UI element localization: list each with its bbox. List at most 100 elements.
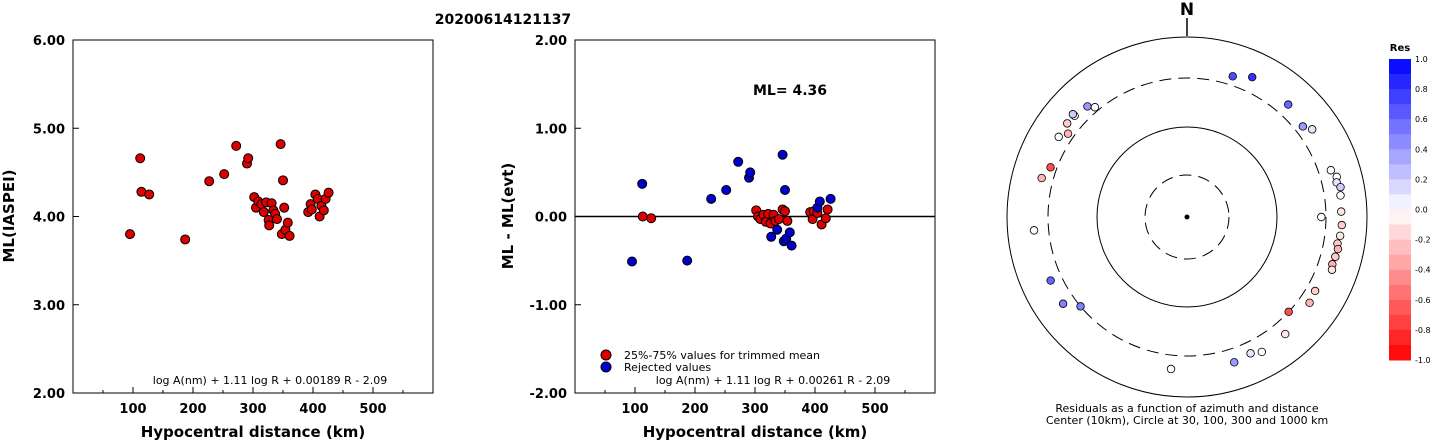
legend-trimmed-marker bbox=[600, 349, 612, 361]
distance-ring-30km bbox=[1144, 174, 1230, 260]
polar-caption-line1: Residuals as a function of azimuth and d… bbox=[1055, 402, 1318, 415]
ml-iaspei-points bbox=[125, 139, 334, 245]
ml-iaspei-data-point bbox=[243, 153, 254, 164]
legend-rejected-label: Rejected values bbox=[624, 361, 711, 374]
colorbar-swatch bbox=[1389, 239, 1411, 256]
ml-residual-y-tick-label: -1.00 bbox=[530, 299, 567, 314]
epicenter-marker bbox=[1184, 214, 1190, 220]
ml-residual-data-point bbox=[766, 231, 777, 242]
ml-iaspei-data-point bbox=[180, 234, 191, 245]
ml-iaspei-data-point bbox=[278, 175, 288, 186]
ml-iaspei-data-point bbox=[282, 217, 293, 228]
colorbar-tick-label: 0.8 bbox=[1415, 85, 1428, 94]
ml-residual-annotation: log A(nm) + 1.11 log R + 0.00261 R - 2.0… bbox=[656, 374, 890, 387]
colorbar-tick-label: 0.4 bbox=[1415, 145, 1428, 154]
ml-iaspei-data-point bbox=[264, 220, 275, 231]
ml-iaspei-data-point bbox=[306, 204, 317, 215]
ml-residual-data-point bbox=[682, 255, 693, 266]
station-residual-point bbox=[1166, 364, 1176, 374]
ml-residual-x-tick-label: 400 bbox=[801, 402, 828, 417]
station-residual-point bbox=[1090, 103, 1100, 112]
station-residual-point bbox=[1068, 110, 1078, 119]
ml-residual-panel: 100 200 300 400 500 -2.00 -1.00 0.00 1.00 2.00 ML… bbox=[499, 34, 936, 441]
ml-iaspei-x-tick-label: 100 bbox=[119, 402, 146, 417]
ml-iaspei-y-tick-label: 3.00 bbox=[33, 299, 65, 314]
station-residual-point bbox=[1058, 299, 1068, 308]
station-residual-point bbox=[1063, 129, 1073, 138]
ml-iaspei-annotation: log A(nm) + 1.11 log R + 0.00189 R - 2.0… bbox=[153, 374, 387, 387]
ml-residual-x-tick-label: 500 bbox=[861, 402, 888, 417]
ml-residual-ticks: 100 200 300 400 500 -2.00 -1.00 0.00 1.00 2.00 bbox=[530, 34, 906, 417]
ml-residual-y-tick-label: 0.00 bbox=[535, 211, 567, 226]
ml-iaspei-data-point bbox=[275, 139, 286, 150]
ml-iaspei-data-point bbox=[231, 140, 242, 151]
ml-residual-data-point bbox=[721, 185, 732, 196]
colorbar-swatch bbox=[1389, 329, 1411, 346]
station-residual-point bbox=[1054, 132, 1063, 142]
polar-caption-line2: Center (10km), Circle at 30, 100, 300 an… bbox=[1046, 414, 1328, 427]
ml-residual-data-point bbox=[825, 193, 836, 204]
ml-residual-data-point bbox=[780, 185, 790, 196]
ml-iaspei-x-axis-label: Hypocentral distance (km) bbox=[141, 423, 366, 441]
ml-iaspei-y-tick-label: 6.00 bbox=[33, 34, 65, 49]
ml-residual-data-point bbox=[822, 204, 833, 215]
ml-residual-data-point bbox=[637, 178, 648, 189]
station-residual-point bbox=[1305, 298, 1314, 308]
ml-residual-data-point bbox=[772, 224, 783, 235]
ml-residual-y-axis-label: ML - ML(evt) bbox=[499, 163, 517, 269]
colorbar-tick-label: 0.2 bbox=[1415, 175, 1428, 184]
ml-residual-data-point bbox=[774, 214, 784, 225]
distance-ring-300km bbox=[1047, 77, 1327, 357]
ml-iaspei-plot-frame bbox=[72, 39, 434, 394]
colorbar-tick-label: 0.6 bbox=[1415, 115, 1428, 124]
ml-residual-data-point bbox=[733, 156, 744, 167]
ml-iaspei-data-point bbox=[125, 229, 135, 240]
station-residual-point bbox=[1230, 358, 1239, 367]
station-residual-point bbox=[1327, 265, 1337, 274]
colorbar-swatch bbox=[1389, 179, 1411, 195]
ml-residual-data-point bbox=[706, 193, 717, 204]
colorbar-swatch bbox=[1389, 254, 1411, 271]
distance-ring-1000km bbox=[1006, 36, 1368, 398]
ml-residual-data-point bbox=[627, 256, 637, 267]
ml-residual-data-point bbox=[820, 213, 831, 224]
colorbar-tick-label: -0.6 bbox=[1415, 296, 1431, 305]
ml-residual-x-tick-label: 300 bbox=[741, 402, 768, 417]
ml-residual-x-tick-label: 100 bbox=[621, 402, 648, 417]
colorbar-tick-label: 1.0 bbox=[1415, 55, 1428, 64]
colorbar-swatch bbox=[1389, 344, 1411, 361]
ml-iaspei-panel: 100 200 300 400 500 2.00 3.00 4.00 5.00 6.00 log … bbox=[0, 34, 434, 441]
ml-residual-legend: 25%-75% values for trimmed mean Rejected… bbox=[600, 349, 820, 374]
station-residual-point bbox=[1317, 212, 1326, 222]
colorbar-tick-label: -1.0 bbox=[1415, 356, 1431, 365]
north-label: N bbox=[1180, 0, 1194, 20]
ml-iaspei-y-axis-label: ML(IASPEI) bbox=[0, 169, 18, 262]
colorbar-swatch bbox=[1389, 104, 1411, 120]
station-residual-point bbox=[1281, 329, 1290, 339]
ml-iaspei-y-tick-label: 2.00 bbox=[33, 387, 65, 402]
ml-residual-points bbox=[627, 149, 836, 267]
colorbar-ticks: 1.0 0.8 0.6 0.4 0.2 0.0 -0.2 -0.4 -0.6 -0.8 -1.0 bbox=[1415, 55, 1431, 365]
station-residual-point bbox=[1307, 125, 1317, 134]
ml-value-label: ML= 4.36 bbox=[753, 83, 827, 99]
ml-residual-data-point bbox=[646, 213, 657, 224]
station-residual-point bbox=[1083, 102, 1092, 111]
ml-residual-data-point bbox=[782, 215, 793, 226]
ml-iaspei-x-tick-label: 200 bbox=[179, 402, 206, 417]
colorbar-swatch bbox=[1389, 74, 1411, 90]
station-residual-point bbox=[1336, 191, 1345, 200]
station-residual-point bbox=[1062, 119, 1072, 128]
colorbar-swatch bbox=[1389, 209, 1411, 226]
ml-iaspei-data-point bbox=[144, 189, 155, 200]
colorbar-title: Res bbox=[1390, 43, 1410, 54]
station-residual-point bbox=[1298, 122, 1308, 131]
ml-residual-data-point bbox=[814, 196, 825, 207]
colorbar-swatch bbox=[1389, 149, 1411, 165]
ml-iaspei-data-point bbox=[258, 207, 269, 218]
station-residual-point bbox=[1335, 231, 1345, 241]
station-residual-point bbox=[1046, 163, 1055, 172]
station-residual-point bbox=[1284, 100, 1293, 109]
figure-title: 20200614121137 bbox=[435, 12, 571, 28]
ml-residual-x-tick-label: 200 bbox=[681, 402, 708, 417]
